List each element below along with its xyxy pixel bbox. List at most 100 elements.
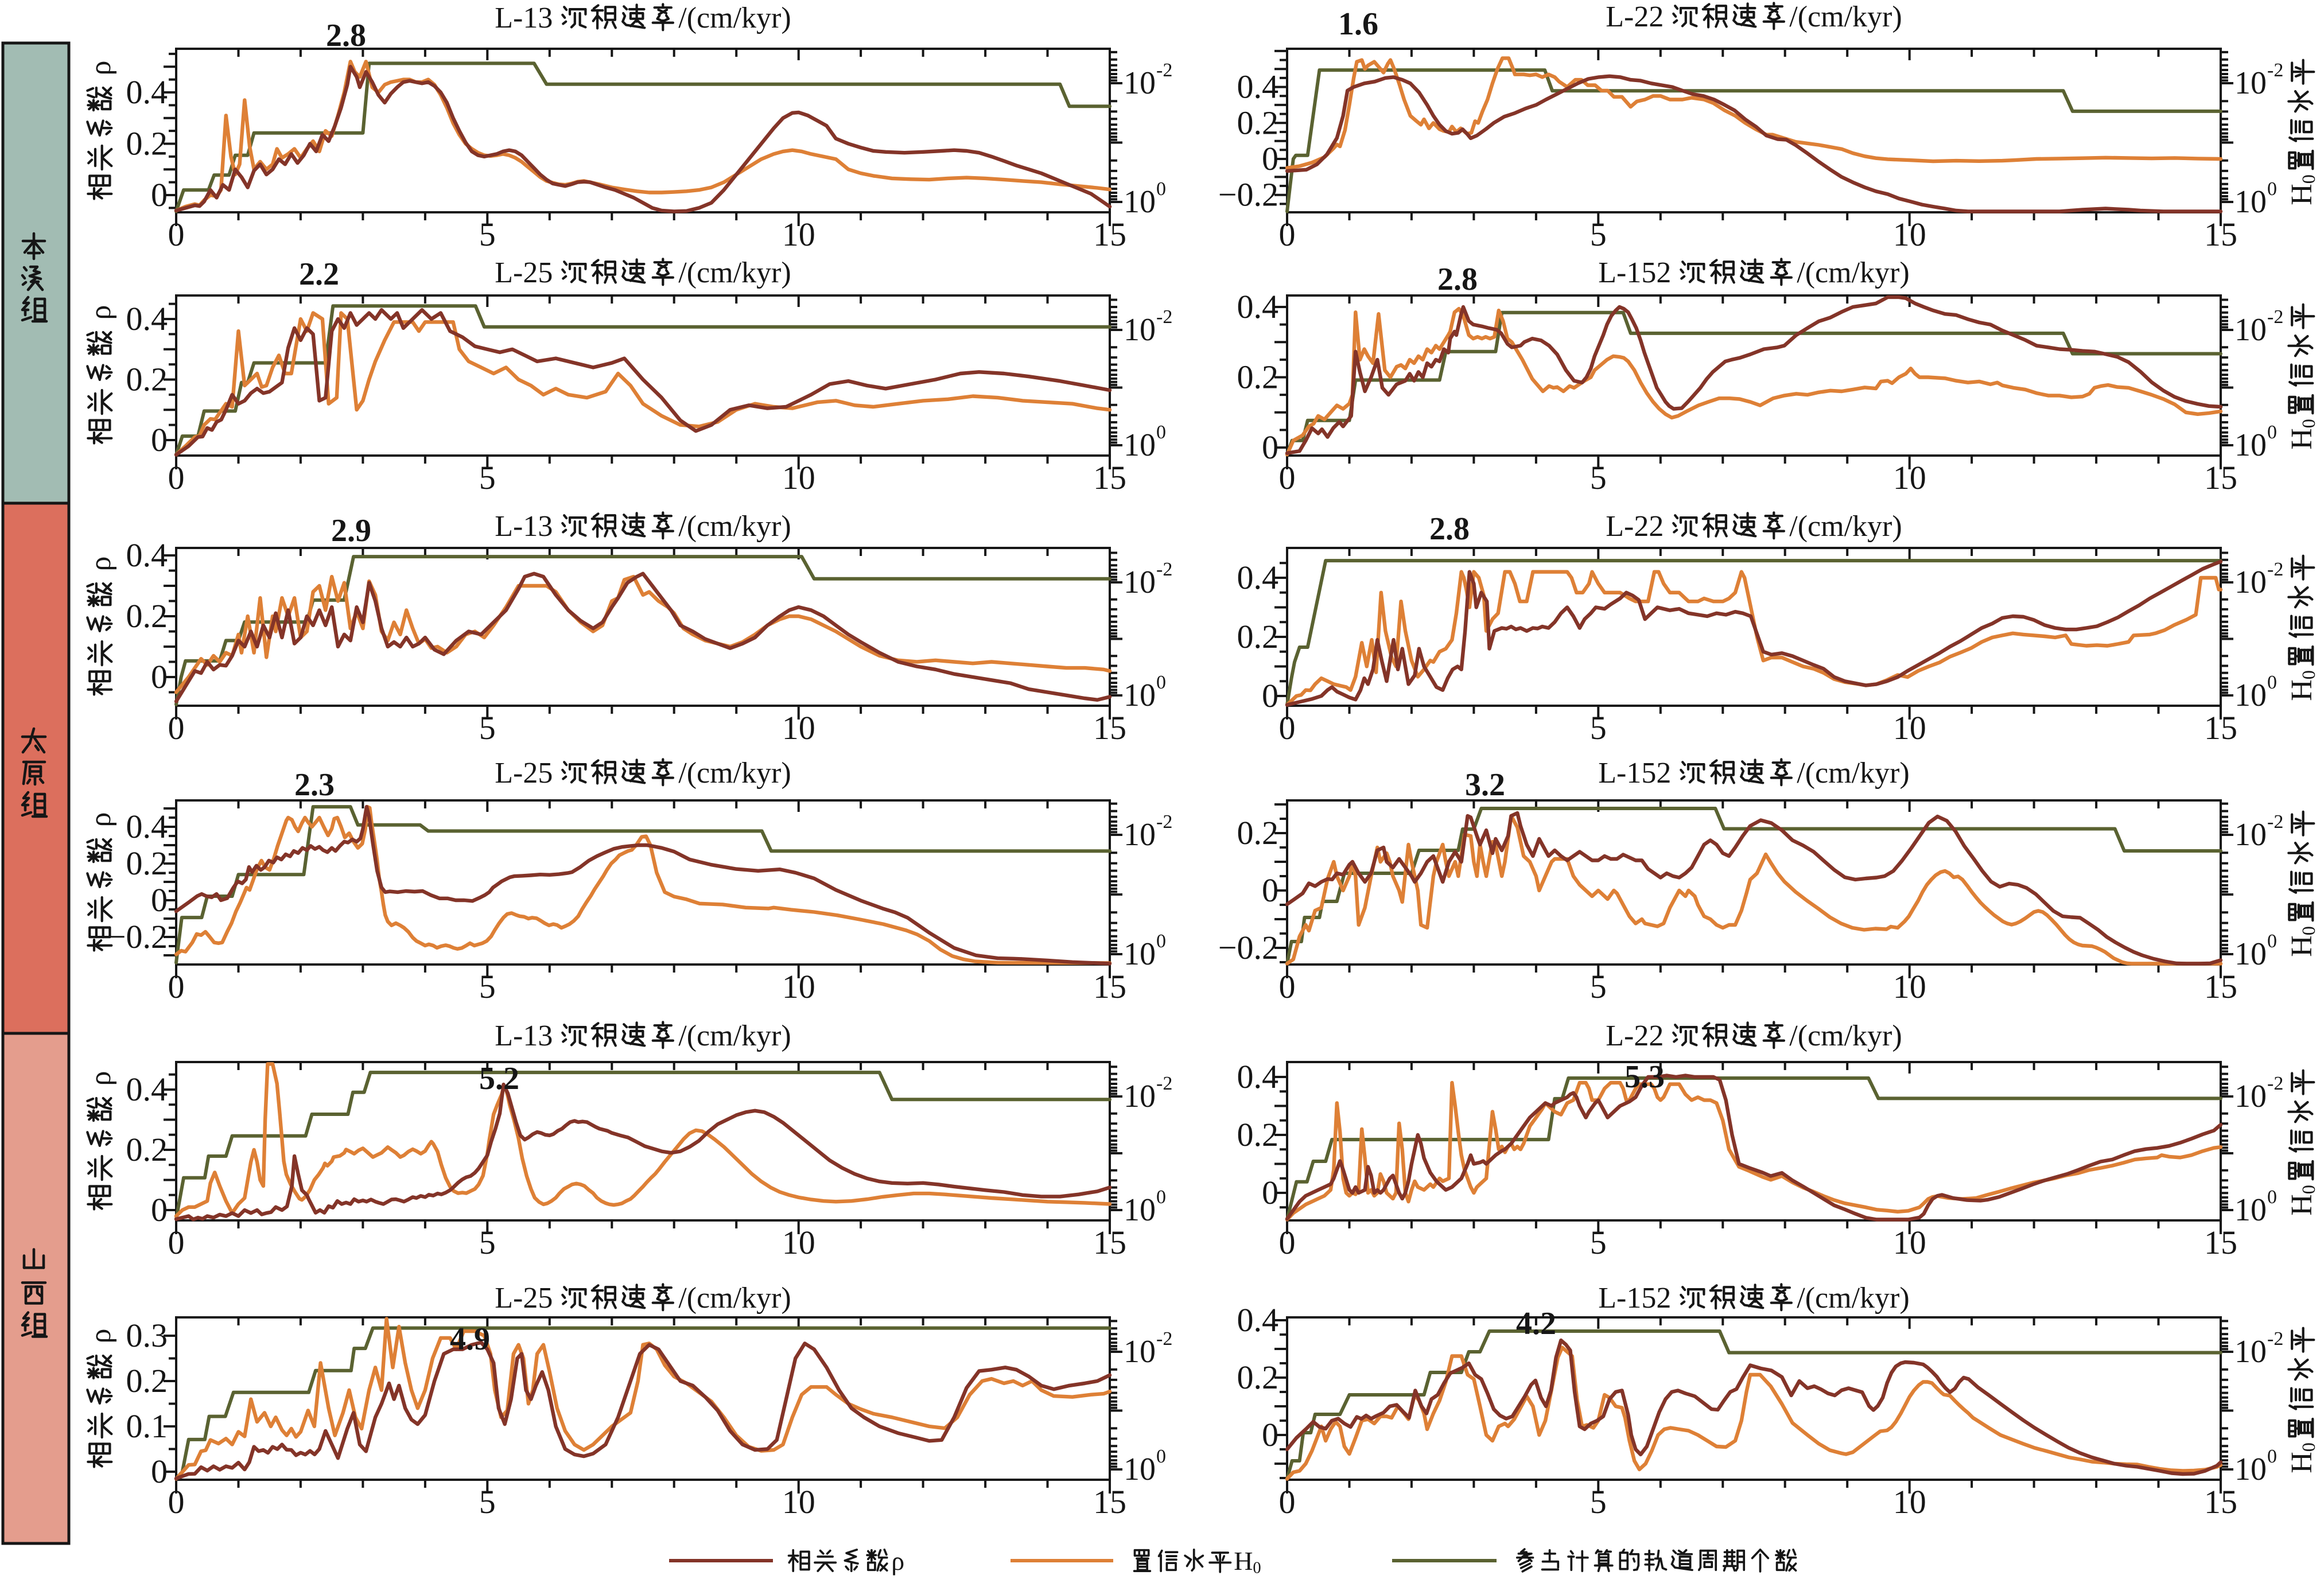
svg-text:10: 10: [2234, 65, 2267, 101]
svg-text:H: H: [1234, 1546, 1253, 1576]
svg-text:0: 0: [2267, 422, 2277, 443]
svg-text:0: 0: [2298, 1185, 2319, 1194]
svg-text:0: 0: [1279, 1224, 1296, 1261]
svg-text:/(cm/kyr): /(cm/kyr): [1797, 1282, 1909, 1314]
svg-text:-2: -2: [2267, 1073, 2283, 1094]
svg-text:H: H: [2286, 935, 2318, 957]
svg-text:10: 10: [1893, 216, 1926, 253]
svg-text:0: 0: [2267, 1187, 2277, 1208]
svg-text:10: 10: [1893, 968, 1926, 1005]
svg-text:10: 10: [1124, 1192, 1156, 1228]
svg-text:-2: -2: [2267, 306, 2283, 328]
svg-text:5: 5: [1590, 216, 1607, 253]
svg-text:L-22: L-22: [1606, 1020, 1664, 1052]
svg-text:0: 0: [168, 1224, 185, 1261]
svg-text:0.1: 0.1: [126, 1407, 168, 1445]
svg-text:0.4: 0.4: [1237, 1301, 1279, 1339]
svg-text:10: 10: [1124, 1452, 1156, 1487]
svg-text:0: 0: [151, 1191, 168, 1228]
svg-text:10: 10: [782, 459, 815, 496]
svg-text:15: 15: [2204, 709, 2237, 746]
svg-text:5: 5: [479, 1224, 496, 1261]
svg-text:/(cm/kyr): /(cm/kyr): [678, 510, 791, 543]
svg-text:-2: -2: [1156, 306, 1172, 328]
svg-text:ρ: ρ: [84, 1329, 117, 1344]
svg-text:/(cm/kyr): /(cm/kyr): [678, 757, 791, 790]
svg-text:L-22: L-22: [1606, 1, 1664, 33]
svg-text:10: 10: [782, 1483, 815, 1520]
svg-text:2.8: 2.8: [1437, 262, 1478, 297]
svg-text:0.4: 0.4: [126, 536, 168, 574]
svg-text:0: 0: [1253, 1559, 1261, 1577]
svg-text:0: 0: [1156, 931, 1166, 952]
svg-text:0.4: 0.4: [126, 73, 168, 111]
svg-text:15: 15: [2204, 216, 2237, 253]
svg-text:5: 5: [479, 709, 496, 746]
svg-text:0: 0: [168, 968, 185, 1005]
svg-text:5: 5: [1590, 968, 1607, 1005]
svg-text:2.2: 2.2: [299, 256, 339, 292]
svg-text:0.2: 0.2: [1237, 618, 1279, 655]
svg-text:0.2: 0.2: [126, 361, 168, 398]
svg-text:L-152: L-152: [1598, 1282, 1671, 1314]
svg-text:0.2: 0.2: [126, 1131, 168, 1168]
svg-text:/(cm/kyr): /(cm/kyr): [1789, 510, 1902, 543]
svg-text:0.4: 0.4: [126, 1071, 168, 1108]
svg-text:−0.2: −0.2: [1218, 176, 1278, 213]
svg-text:0.2: 0.2: [1237, 359, 1279, 396]
svg-text:/(cm/kyr): /(cm/kyr): [678, 256, 791, 289]
svg-text:0: 0: [1279, 709, 1296, 746]
svg-text:0: 0: [1279, 1483, 1296, 1520]
svg-text:0.2: 0.2: [1237, 814, 1279, 851]
svg-text:0: 0: [2267, 672, 2277, 693]
svg-text:0: 0: [168, 459, 185, 496]
svg-text:10: 10: [2234, 1452, 2267, 1487]
svg-text:L-152: L-152: [1598, 256, 1671, 289]
svg-text:10: 10: [1124, 565, 1156, 600]
svg-text:10: 10: [1124, 817, 1156, 853]
svg-text:L-152: L-152: [1598, 757, 1671, 790]
svg-text:10: 10: [2234, 936, 2267, 972]
svg-text:0.4: 0.4: [1237, 559, 1279, 596]
svg-text:10: 10: [1124, 678, 1156, 713]
svg-text:0.4: 0.4: [126, 808, 168, 845]
svg-text:/(cm/kyr): /(cm/kyr): [678, 1020, 791, 1052]
svg-text:ρ: ρ: [84, 61, 117, 76]
svg-text:10: 10: [1124, 427, 1156, 463]
svg-text:10: 10: [2234, 565, 2267, 600]
svg-text:0: 0: [2298, 174, 2319, 184]
svg-text:0: 0: [1262, 872, 1278, 909]
svg-text:0: 0: [2298, 1442, 2319, 1452]
svg-text:10: 10: [1893, 1483, 1926, 1520]
svg-text:5: 5: [479, 459, 496, 496]
svg-text:0: 0: [1279, 968, 1296, 1005]
svg-text:10: 10: [782, 216, 815, 253]
svg-text:ρ: ρ: [891, 1546, 904, 1576]
svg-text:10: 10: [1893, 459, 1926, 496]
svg-text:0.4: 0.4: [1237, 288, 1279, 325]
svg-text:0: 0: [1156, 422, 1166, 443]
svg-text:15: 15: [2204, 1483, 2237, 1520]
svg-text:0.2: 0.2: [126, 845, 168, 882]
svg-text:0: 0: [1262, 1174, 1278, 1211]
svg-text:/(cm/kyr): /(cm/kyr): [1789, 1, 1902, 33]
svg-text:ρ: ρ: [84, 557, 117, 571]
svg-text:15: 15: [1093, 968, 1126, 1005]
svg-text:15: 15: [1093, 1224, 1126, 1261]
svg-text:4.2: 4.2: [1516, 1306, 1556, 1341]
svg-text:0: 0: [1279, 216, 1296, 253]
svg-text:-2: -2: [2267, 60, 2283, 81]
svg-text:L-25: L-25: [495, 256, 553, 289]
svg-text:15: 15: [2204, 459, 2237, 496]
svg-text:0: 0: [168, 709, 185, 746]
svg-text:L-13: L-13: [495, 2, 553, 34]
svg-text:0: 0: [1279, 459, 1296, 496]
svg-text:10: 10: [782, 709, 815, 746]
svg-text:L-25: L-25: [495, 1282, 553, 1314]
svg-text:-2: -2: [2267, 1328, 2283, 1349]
svg-text:0.4: 0.4: [126, 300, 168, 337]
svg-text:0: 0: [2298, 670, 2319, 679]
svg-text:10: 10: [1124, 312, 1156, 348]
svg-text:0: 0: [2267, 178, 2277, 200]
svg-text:-2: -2: [2267, 559, 2283, 580]
